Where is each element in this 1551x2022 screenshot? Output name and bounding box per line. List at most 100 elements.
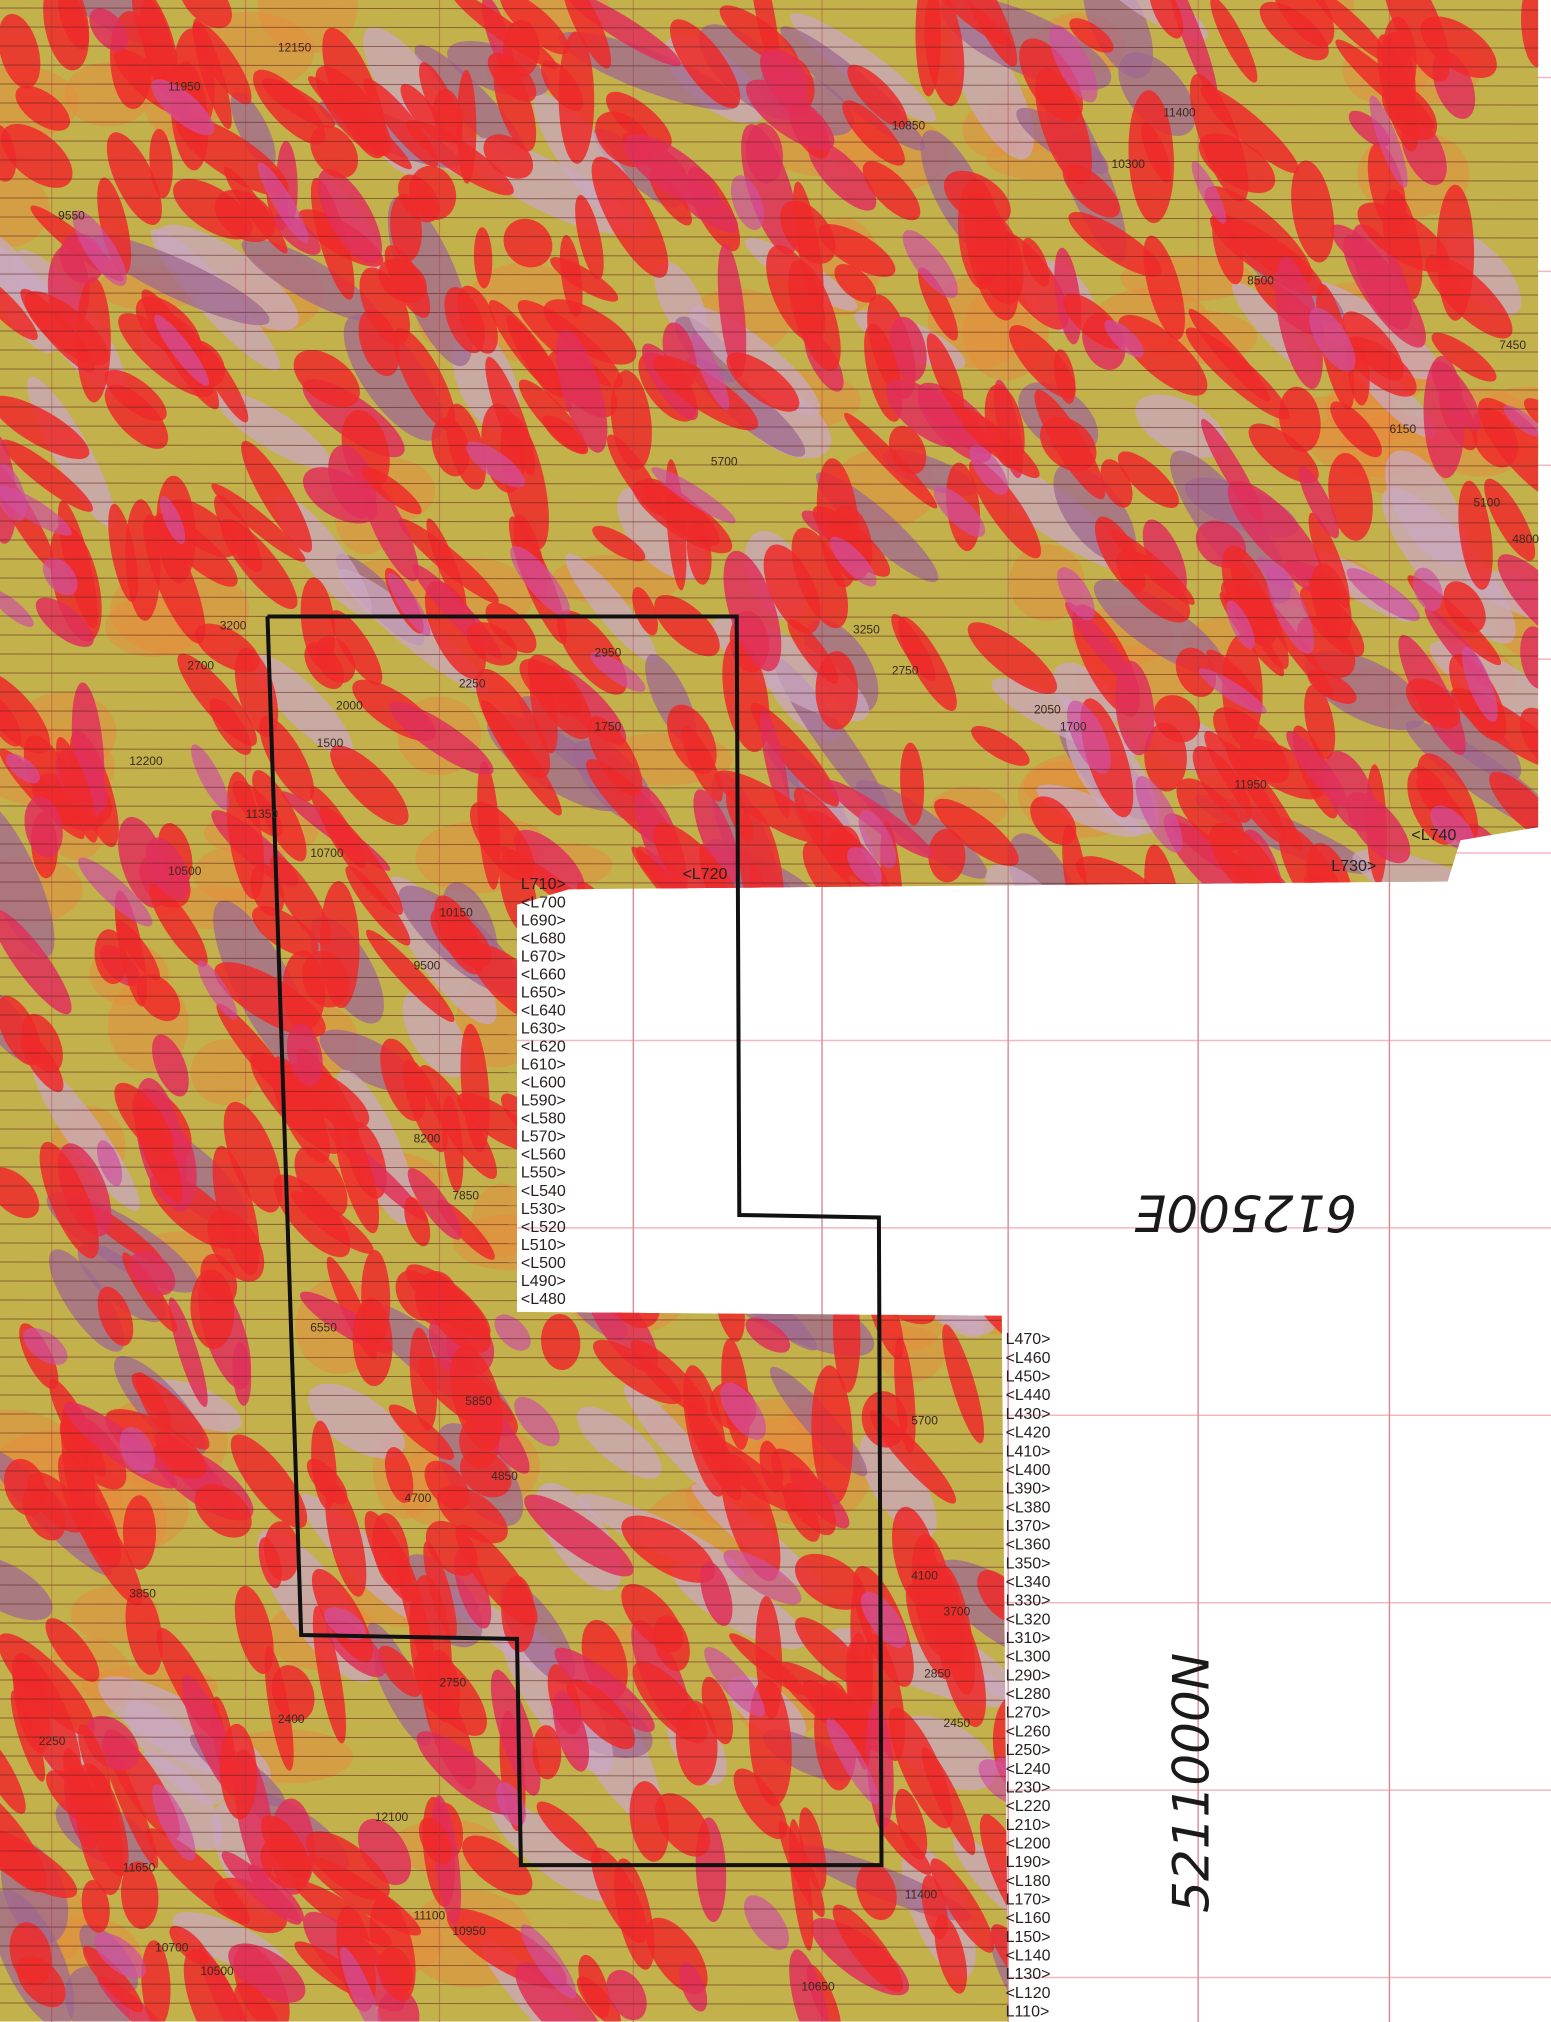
station-label: 11100 [414, 1908, 446, 1922]
line-label: <L160 [1006, 1910, 1051, 1927]
station-label: 11950 [1234, 777, 1267, 791]
station-label: 5100 [1473, 496, 1500, 510]
station-label: 3250 [853, 622, 880, 636]
line-label: <L220 [1006, 1798, 1051, 1815]
line-label: <L360 [1006, 1537, 1051, 1554]
station-label: 1700 [1060, 719, 1087, 733]
line-label: L650> [521, 984, 566, 1001]
line-label: <L580 [521, 1111, 566, 1128]
station-label: 5700 [911, 1413, 938, 1427]
station-label: 10700 [155, 1941, 189, 1955]
northing-label: 5211000N [1162, 1653, 1220, 1913]
line-label: L690> [521, 912, 566, 929]
line-label: <L720 [682, 866, 727, 883]
station-label: 6150 [1389, 422, 1416, 436]
station-label: 4700 [405, 1491, 432, 1505]
line-label: L330> [1006, 1593, 1051, 1610]
line-label: L310> [1006, 1630, 1051, 1647]
line-label: L490> [521, 1273, 566, 1290]
station-label: 11950 [168, 79, 201, 93]
line-label: L590> [521, 1093, 566, 1110]
line-label: L150> [1006, 1929, 1051, 1946]
station-label: 11350 [246, 807, 279, 821]
line-label: <L420 [1006, 1425, 1051, 1442]
station-label: 4850 [491, 1469, 518, 1483]
line-label: L630> [521, 1020, 566, 1037]
line-label: <L260 [1006, 1723, 1051, 1740]
line-label: L510> [521, 1237, 566, 1254]
line-label: <L500 [521, 1255, 566, 1272]
line-label: L410> [1006, 1443, 1051, 1460]
line-label: L190> [1006, 1854, 1051, 1871]
line-label: L170> [1006, 1891, 1051, 1908]
line-label: L710> [521, 876, 566, 893]
station-label: 2450 [944, 1716, 971, 1730]
line-label: L450> [1006, 1369, 1051, 1386]
easting-label: 612500E [1134, 1184, 1357, 1242]
station-label: 2700 [187, 659, 214, 673]
line-label: <L740 [1411, 827, 1456, 844]
line-label: L270> [1006, 1705, 1051, 1722]
line-label: <L380 [1006, 1499, 1051, 1516]
line-label: L370> [1006, 1518, 1051, 1535]
station-label: 2950 [595, 646, 622, 660]
station-label: 3200 [220, 618, 247, 632]
station-label: 3850 [129, 1587, 156, 1601]
line-label: <L520 [521, 1219, 566, 1236]
survey-map: L710><L700L690><L680L670><L660L650><L640… [0, 0, 1551, 2022]
line-label: <L340 [1006, 1574, 1051, 1591]
station-label: 10500 [168, 864, 202, 878]
station-label: 10950 [452, 1924, 486, 1938]
line-label: <L200 [1006, 1835, 1051, 1852]
line-label: <L440 [1006, 1387, 1051, 1404]
station-label: 2400 [278, 1712, 305, 1726]
station-label: 9550 [58, 209, 85, 223]
line-label: L210> [1006, 1817, 1051, 1834]
line-label: L470> [1006, 1331, 1051, 1348]
station-label: 2750 [892, 664, 919, 678]
line-label: L430> [1006, 1406, 1051, 1423]
line-label: L670> [521, 948, 566, 965]
line-label: L130> [1006, 1966, 1051, 1983]
line-label: L530> [521, 1201, 566, 1218]
line-label: L350> [1006, 1555, 1051, 1572]
station-label: 12200 [129, 754, 163, 768]
station-label: 2850 [924, 1667, 951, 1681]
line-label: <L680 [521, 930, 566, 947]
line-label: L610> [521, 1057, 566, 1074]
station-label: 10650 [801, 1979, 835, 1993]
station-label: 8200 [414, 1132, 441, 1146]
line-label: L290> [1006, 1667, 1051, 1684]
line-label: L250> [1006, 1742, 1051, 1759]
line-label: <L460 [1006, 1350, 1051, 1367]
line-label: <L620 [521, 1039, 566, 1056]
station-label: 10150 [439, 905, 473, 919]
line-label: <L320 [1006, 1611, 1051, 1628]
line-label: <L280 [1006, 1686, 1051, 1703]
line-label: <L600 [521, 1075, 566, 1092]
line-label: <L480 [521, 1291, 566, 1308]
station-label: 5850 [465, 1394, 492, 1408]
line-label: <L300 [1006, 1649, 1051, 1666]
line-label: <L640 [521, 1002, 566, 1019]
station-label: 1750 [595, 719, 622, 733]
station-label: 11400 [1163, 105, 1196, 119]
line-label: <L180 [1006, 1873, 1051, 1890]
line-label: <L140 [1006, 1948, 1051, 1965]
station-label: 9500 [414, 958, 441, 972]
line-label: <L540 [521, 1183, 566, 1200]
station-label: 2250 [39, 1734, 66, 1748]
line-label: L730> [1331, 858, 1376, 875]
station-label: 4800 [1512, 532, 1539, 546]
station-label: 8500 [1247, 273, 1274, 287]
station-label: 7450 [1499, 338, 1526, 352]
station-label: 6550 [310, 1320, 337, 1334]
line-label: <L400 [1006, 1462, 1051, 1479]
station-label: 11650 [123, 1861, 156, 1875]
station-label: 5700 [711, 454, 738, 468]
station-label: 11400 [905, 1888, 938, 1902]
page: {"map":{ "handwritten":{"easting":"61250… [0, 0, 1551, 2022]
station-label: 4100 [911, 1568, 938, 1582]
line-label: L390> [1006, 1481, 1051, 1498]
station-label: 10500 [200, 1964, 234, 1978]
